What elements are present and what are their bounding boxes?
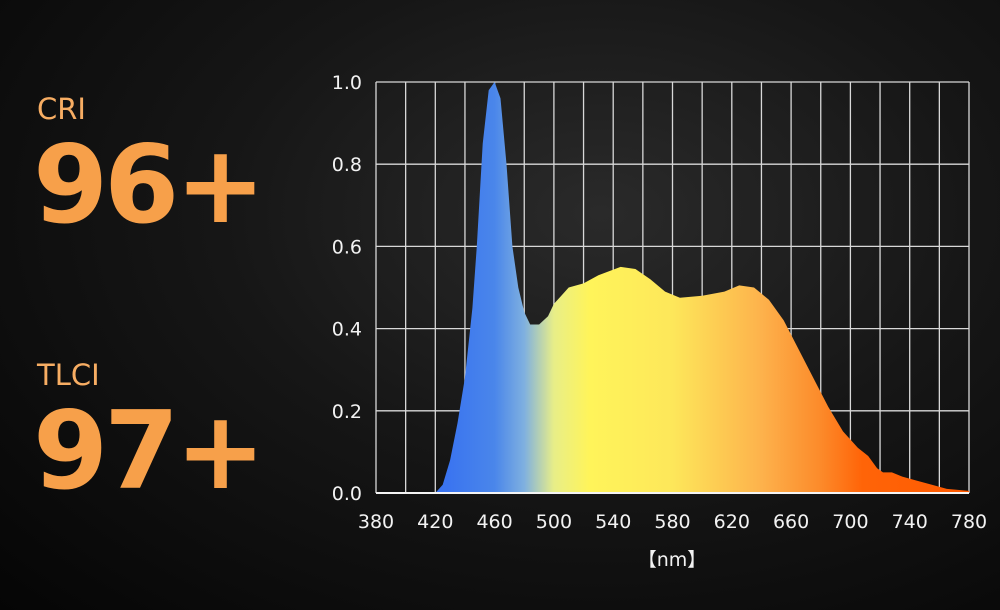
x-tick-label: 500 — [536, 511, 572, 533]
x-tick-label: 620 — [714, 511, 750, 533]
x-tick-label: 660 — [773, 511, 809, 533]
x-axis-label: 【nm】 — [638, 549, 707, 571]
spectrum-area — [376, 82, 969, 493]
y-tick-label: 0.8 — [332, 154, 362, 176]
x-tick-label: 580 — [654, 511, 690, 533]
x-tick-label: 700 — [832, 511, 868, 533]
y-tick-label: 1.0 — [332, 72, 362, 94]
y-tick-label: 0.0 — [332, 483, 362, 505]
cri-label: CRI — [37, 92, 86, 126]
x-tick-label: 380 — [358, 511, 394, 533]
cri-value: 96+ — [33, 123, 266, 248]
tlci-value: 97+ — [33, 389, 266, 514]
x-tick-label: 780 — [951, 511, 987, 533]
x-tick-label: 420 — [417, 511, 453, 533]
y-tick-label: 0.2 — [332, 401, 362, 423]
x-tick-label: 740 — [892, 511, 928, 533]
x-tick-label: 540 — [595, 511, 631, 533]
tlci-label: TLCI — [37, 358, 100, 392]
y-tick-label: 0.6 — [332, 236, 362, 258]
x-tick-label: 460 — [476, 511, 512, 533]
y-tick-label: 0.4 — [332, 319, 362, 341]
